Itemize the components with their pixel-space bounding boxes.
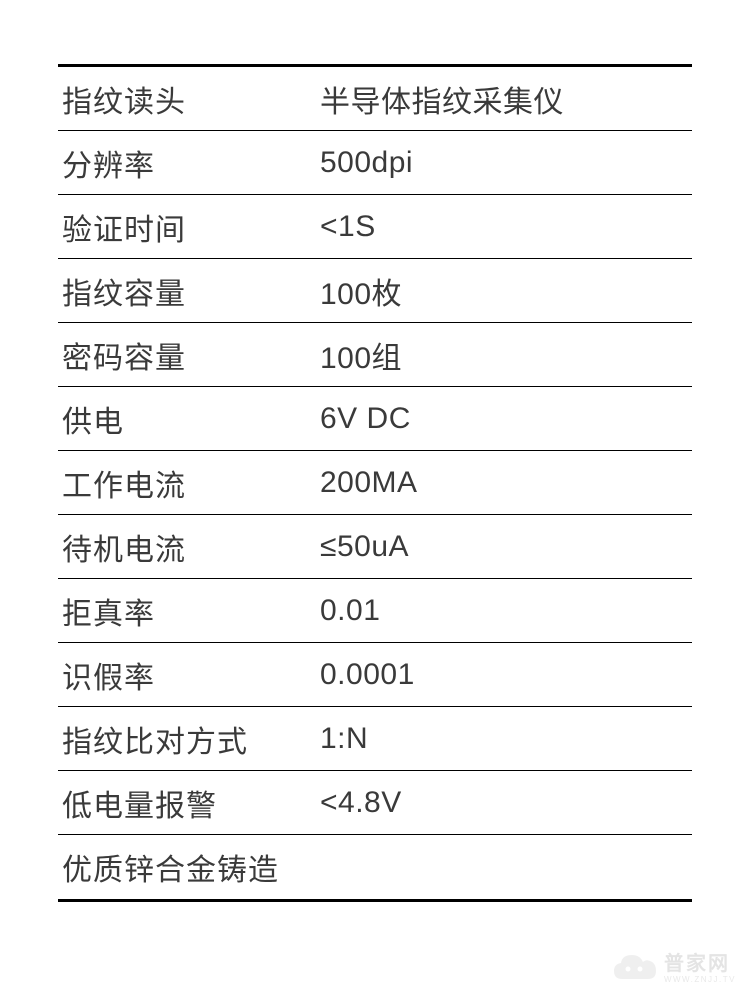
table-row: 供电 6V DC bbox=[58, 387, 692, 451]
table-row: 分辨率 500dpi bbox=[58, 131, 692, 195]
table-row: 拒真率 0.01 bbox=[58, 579, 692, 643]
watermark-sub: WWW.ZNJJ.TV bbox=[664, 976, 736, 984]
watermark: 普家网 WWW.ZNJJ.TV bbox=[610, 951, 736, 987]
spec-label: 分辨率 bbox=[58, 141, 320, 185]
spec-value: 500dpi bbox=[320, 146, 692, 180]
spec-label: 供电 bbox=[58, 397, 320, 441]
table-row: 指纹容量 100枚 bbox=[58, 259, 692, 323]
spec-value: 0.0001 bbox=[320, 658, 692, 692]
table-row: 优质锌合金铸造 bbox=[58, 835, 692, 899]
spec-label: 密码容量 bbox=[58, 333, 320, 377]
table-row: 验证时间 <1S bbox=[58, 195, 692, 259]
spec-value: 6V DC bbox=[320, 402, 692, 436]
table-row: 低电量报警 <4.8V bbox=[58, 771, 692, 835]
spec-label: 识假率 bbox=[58, 653, 320, 697]
spec-label: 指纹读头 bbox=[58, 77, 320, 121]
spec-label: 工作电流 bbox=[58, 461, 320, 505]
spec-value: <1S bbox=[320, 210, 692, 244]
table-row: 识假率 0.0001 bbox=[58, 643, 692, 707]
spec-value: 半导体指纹采集仪 bbox=[320, 77, 692, 121]
spec-label: 拒真率 bbox=[58, 589, 320, 633]
spec-label: 优质锌合金铸造 bbox=[58, 845, 320, 889]
spec-value: 200MA bbox=[320, 466, 692, 500]
watermark-main: 普家网 bbox=[664, 954, 736, 974]
table-row: 工作电流 200MA bbox=[58, 451, 692, 515]
spec-table: 指纹读头 半导体指纹采集仪 分辨率 500dpi 验证时间 <1S 指纹容量 1… bbox=[58, 64, 692, 902]
spec-value: <4.8V bbox=[320, 786, 692, 820]
spec-label: 低电量报警 bbox=[58, 781, 320, 825]
spec-value: 1:N bbox=[320, 722, 692, 756]
table-row: 指纹读头 半导体指纹采集仪 bbox=[58, 67, 692, 131]
table-row: 指纹比对方式 1:N bbox=[58, 707, 692, 771]
watermark-text: 普家网 WWW.ZNJJ.TV bbox=[664, 954, 736, 984]
table-row: 待机电流 ≤50uA bbox=[58, 515, 692, 579]
table-row: 密码容量 100组 bbox=[58, 323, 692, 387]
spec-value: 100组 bbox=[320, 333, 692, 377]
spec-value: 100枚 bbox=[320, 269, 692, 313]
spec-label: 指纹容量 bbox=[58, 269, 320, 313]
spec-value: 0.01 bbox=[320, 594, 692, 628]
spec-label: 验证时间 bbox=[58, 205, 320, 249]
spec-label: 待机电流 bbox=[58, 525, 320, 569]
cloud-logo-icon bbox=[610, 951, 658, 987]
spec-label: 指纹比对方式 bbox=[58, 717, 320, 761]
spec-value: ≤50uA bbox=[320, 530, 692, 564]
